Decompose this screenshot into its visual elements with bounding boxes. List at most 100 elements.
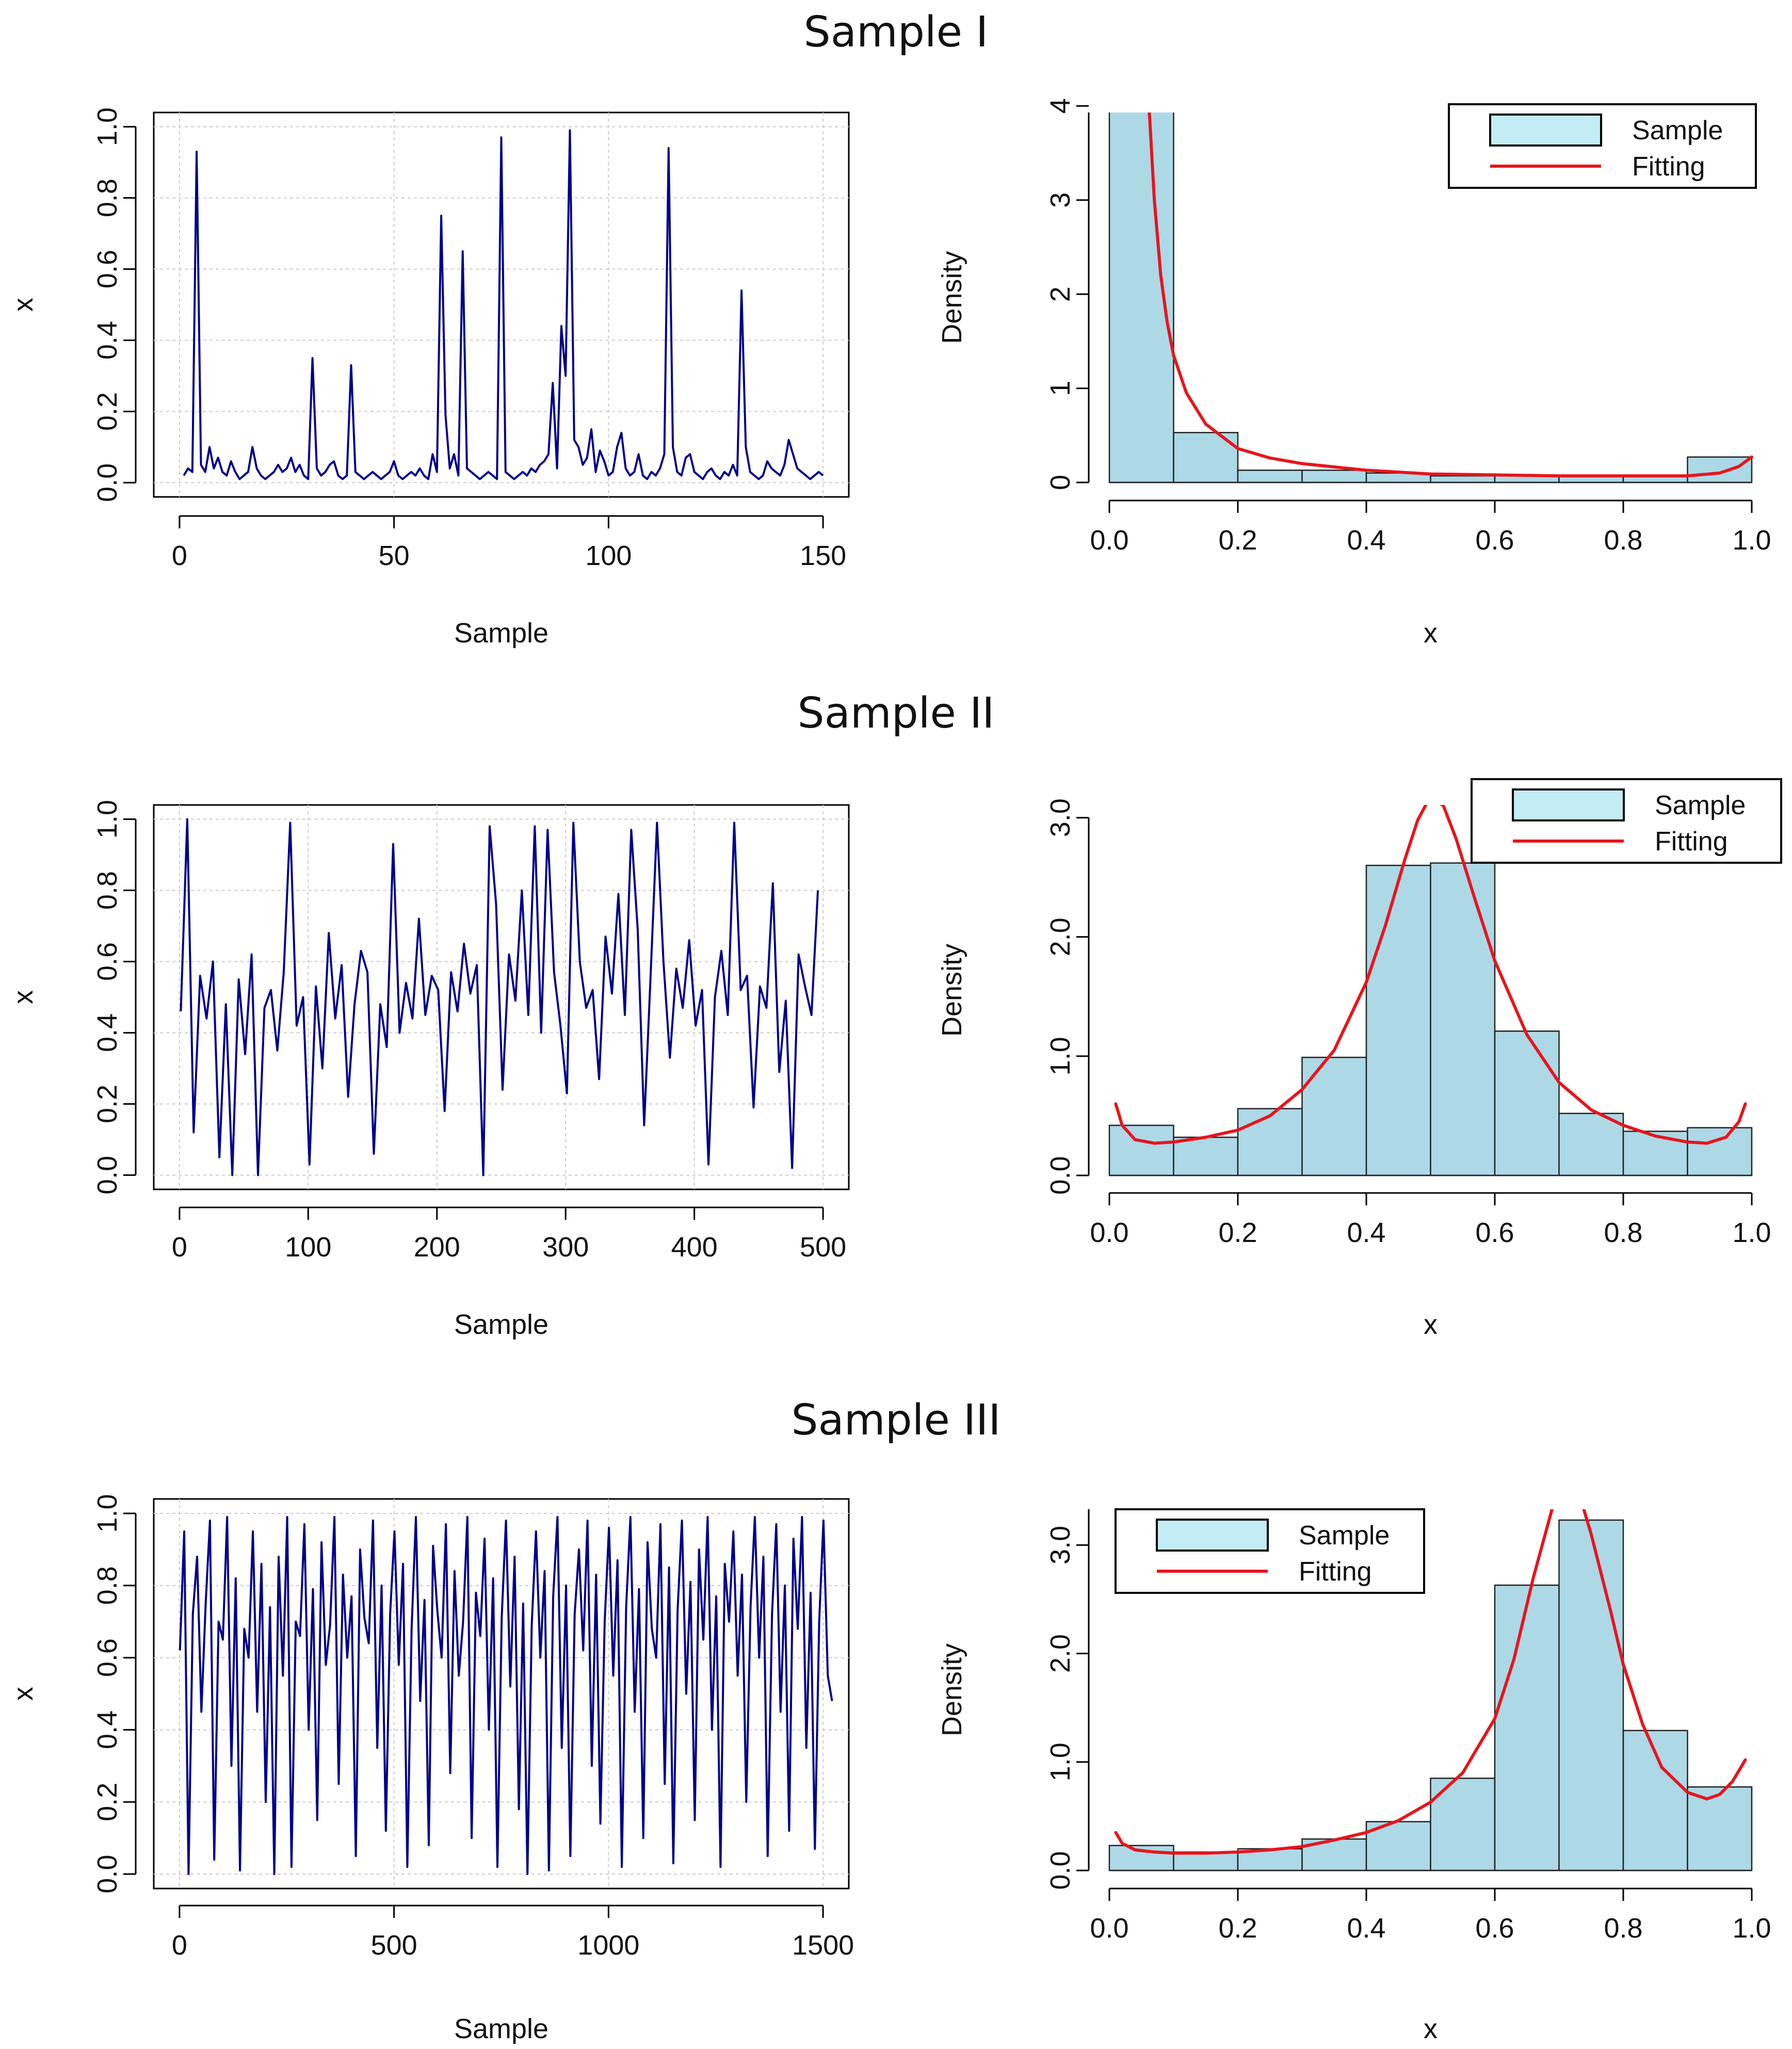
s1-hist-bar-3 <box>1301 470 1367 483</box>
s2-hist-bar-2 <box>1237 1108 1303 1176</box>
s1-series-y-tick-label-4: 0.8 <box>92 179 123 217</box>
s1-hist-bar-9 <box>1687 456 1753 483</box>
s3-series-x-tick-label-0: 0 <box>172 1930 187 1961</box>
s1-series-series-line <box>183 129 824 480</box>
s1-hist-x-tick-label-4: 0.8 <box>1604 525 1642 556</box>
s2-series-y-tick-label-4: 0.8 <box>92 871 123 910</box>
s1-series-chart: 0 50 100 150 0.0 0.2 0.4 0.6 0.8 1.0 Sample x <box>8 107 850 649</box>
s1-hist-x-tick-label-0: 0.0 <box>1090 525 1128 556</box>
s1-hist-y-tick-label-1: 1 <box>1045 381 1076 396</box>
s3-series-y-tick-label-4: 0.8 <box>92 1566 123 1605</box>
s2-hist-x-tick-label-0: 0.0 <box>1090 1217 1128 1248</box>
s2-series-x-tick-label-3: 300 <box>542 1232 589 1263</box>
s2-hist-legend-label-sample: Sample <box>1655 790 1746 820</box>
s2-hist-legend-label-fitting: Fitting <box>1655 827 1728 857</box>
s2-hist-x-axis-title: x <box>1424 1309 1438 1340</box>
s2-series-x-tick-label-0: 0 <box>172 1232 187 1263</box>
s2-hist-bar-6 <box>1494 1030 1560 1176</box>
s1-series-y-axis-title: x <box>8 298 39 312</box>
s3-series-y-tick-label-5: 1.0 <box>92 1494 123 1532</box>
s2-series-chart: 0 100 200 300 400 500 0.0 0.2 0.4 0.6 0.8 1.0 Sample… <box>8 800 850 1340</box>
s1-hist-bars <box>1108 112 1753 483</box>
s3-hist-x-tick-label-4: 0.8 <box>1604 1913 1642 1944</box>
s1-hist-y-tick-label-2: 2 <box>1045 286 1076 302</box>
s3-series-x-tick-label-2: 1000 <box>577 1930 639 1961</box>
s3-hist-y-tick-label-2: 2.0 <box>1045 1634 1076 1673</box>
s2-hist-y-tick-label-3: 3.0 <box>1045 798 1076 837</box>
s1-series-x-tick-label-1: 50 <box>379 540 410 571</box>
section-title-3: Sample III <box>791 1396 1001 1445</box>
s3-hist-x-tick-label-2: 0.4 <box>1347 1913 1385 1944</box>
s1-hist-x-tick-label-2: 0.4 <box>1347 525 1385 556</box>
s3-hist-legend-label-fitting: Fitting <box>1299 1557 1372 1587</box>
s2-series-x-tick-label-1: 100 <box>285 1232 331 1263</box>
s3-hist-x-axis-title: x <box>1424 2013 1438 2044</box>
s2-series-y-tick-label-0: 0.0 <box>92 1156 123 1195</box>
s2-hist-x-tick-label-1: 0.2 <box>1218 1217 1257 1248</box>
s3-series-x-tick-label-1: 500 <box>371 1930 417 1961</box>
s2-series-plot-frame <box>153 804 850 1190</box>
s1-hist-legend-swatch-sample <box>1489 114 1602 147</box>
s3-series-y-axis-title: x <box>8 1687 39 1701</box>
s1-hist-bar-2 <box>1237 470 1303 483</box>
s2-hist-x-tick-label-4: 0.8 <box>1604 1217 1642 1248</box>
s1-series-x-axis-title: Sample <box>454 618 548 649</box>
s3-series-y-tick-label-0: 0.0 <box>92 1854 123 1893</box>
s1-hist-x-tick-label-3: 0.6 <box>1475 525 1514 556</box>
s2-hist-x-tick-label-3: 0.6 <box>1475 1217 1514 1248</box>
s1-hist-bar-0 <box>1108 112 1174 483</box>
s3-hist-fit-curve <box>1114 1509 1747 1855</box>
s2-hist-chart: 0.0 0.2 0.4 0.6 0.8 1.0 0.0 1.0 2.0 3.0 x Density Sa… <box>937 778 1782 1340</box>
s3-series-y-tick-label-3: 0.6 <box>92 1638 123 1677</box>
s1-hist-y-tick-label-0: 0 <box>1045 475 1076 490</box>
s2-hist-y-axis-title: Density <box>937 944 967 1037</box>
s3-hist-bar-7 <box>1558 1519 1624 1871</box>
s3-hist-legend-label-sample: Sample <box>1299 1521 1390 1551</box>
s2-hist-y-tick-label-0: 0.0 <box>1045 1156 1076 1195</box>
s3-hist-bars <box>1108 1509 1753 1871</box>
s1-hist-legend-label-fitting: Fitting <box>1632 152 1705 182</box>
s1-series-x-tick-label-3: 150 <box>800 540 846 571</box>
s3-hist-y-axis-title: Density <box>937 1643 967 1736</box>
s3-hist-x-tick-label-0: 0.0 <box>1090 1913 1128 1944</box>
s2-hist-bar-1 <box>1173 1136 1239 1176</box>
s1-series-y-tick-label-5: 1.0 <box>92 107 123 146</box>
s2-hist-bars <box>1108 805 1753 1176</box>
s2-hist-y-tick-label-2: 2.0 <box>1045 917 1076 956</box>
s3-hist-x-tick-label-5: 1.0 <box>1732 1913 1771 1944</box>
s2-series-series-line <box>180 818 819 1176</box>
s3-series-plot-frame <box>153 1498 850 1890</box>
s3-hist-bar-6 <box>1494 1584 1560 1871</box>
s3-hist-bar-1 <box>1173 1851 1239 1871</box>
s3-series-series-line <box>179 1516 833 1875</box>
s1-hist-y-tick-label-4: 4 <box>1045 98 1076 114</box>
s2-hist-bar-3 <box>1301 1056 1367 1176</box>
s1-series-x-tick-label-0: 0 <box>172 540 187 571</box>
s2-series-x-axis-title: Sample <box>454 1309 548 1340</box>
s2-series-x-tick-label-5: 500 <box>800 1232 846 1263</box>
s2-hist-bar-7 <box>1558 1112 1624 1176</box>
s1-series-y-tick-label-2: 0.4 <box>92 321 123 360</box>
s3-series-x-axis-title: Sample <box>454 2013 548 2044</box>
s1-hist-x-tick-label-5: 1.0 <box>1732 525 1771 556</box>
s1-hist-legend: Sample Fitting <box>1448 103 1757 189</box>
s1-hist-y-axis-title: Density <box>937 251 967 344</box>
s3-hist-chart: 0.0 0.2 0.4 0.6 0.8 1.0 0.0 1.0 2.0 3.0 x Density Sa… <box>937 1508 1771 2044</box>
s3-series-y-tick-label-1: 0.2 <box>92 1783 123 1821</box>
section-title-2: Sample II <box>797 689 995 738</box>
s2-hist-bar-8 <box>1622 1131 1688 1176</box>
s2-series-x-tick-label-2: 200 <box>414 1232 460 1263</box>
s2-hist-fit-curve <box>1114 805 1747 1145</box>
s2-hist-x-tick-label-2: 0.4 <box>1347 1217 1385 1248</box>
s1-hist-bar-5 <box>1430 475 1496 483</box>
s2-series-x-tick-label-4: 400 <box>671 1232 718 1263</box>
s1-series-plot-frame <box>153 111 850 498</box>
s1-series-y-tick-label-1: 0.2 <box>92 392 123 431</box>
s1-hist-y-tick-label-3: 3 <box>1045 192 1076 208</box>
s2-hist-y-tick-label-1: 1.0 <box>1045 1037 1076 1075</box>
s2-series-y-tick-label-3: 0.6 <box>92 942 123 981</box>
s2-hist-bar-9 <box>1687 1127 1753 1176</box>
s3-hist-y-tick-label-0: 0.0 <box>1045 1851 1076 1890</box>
